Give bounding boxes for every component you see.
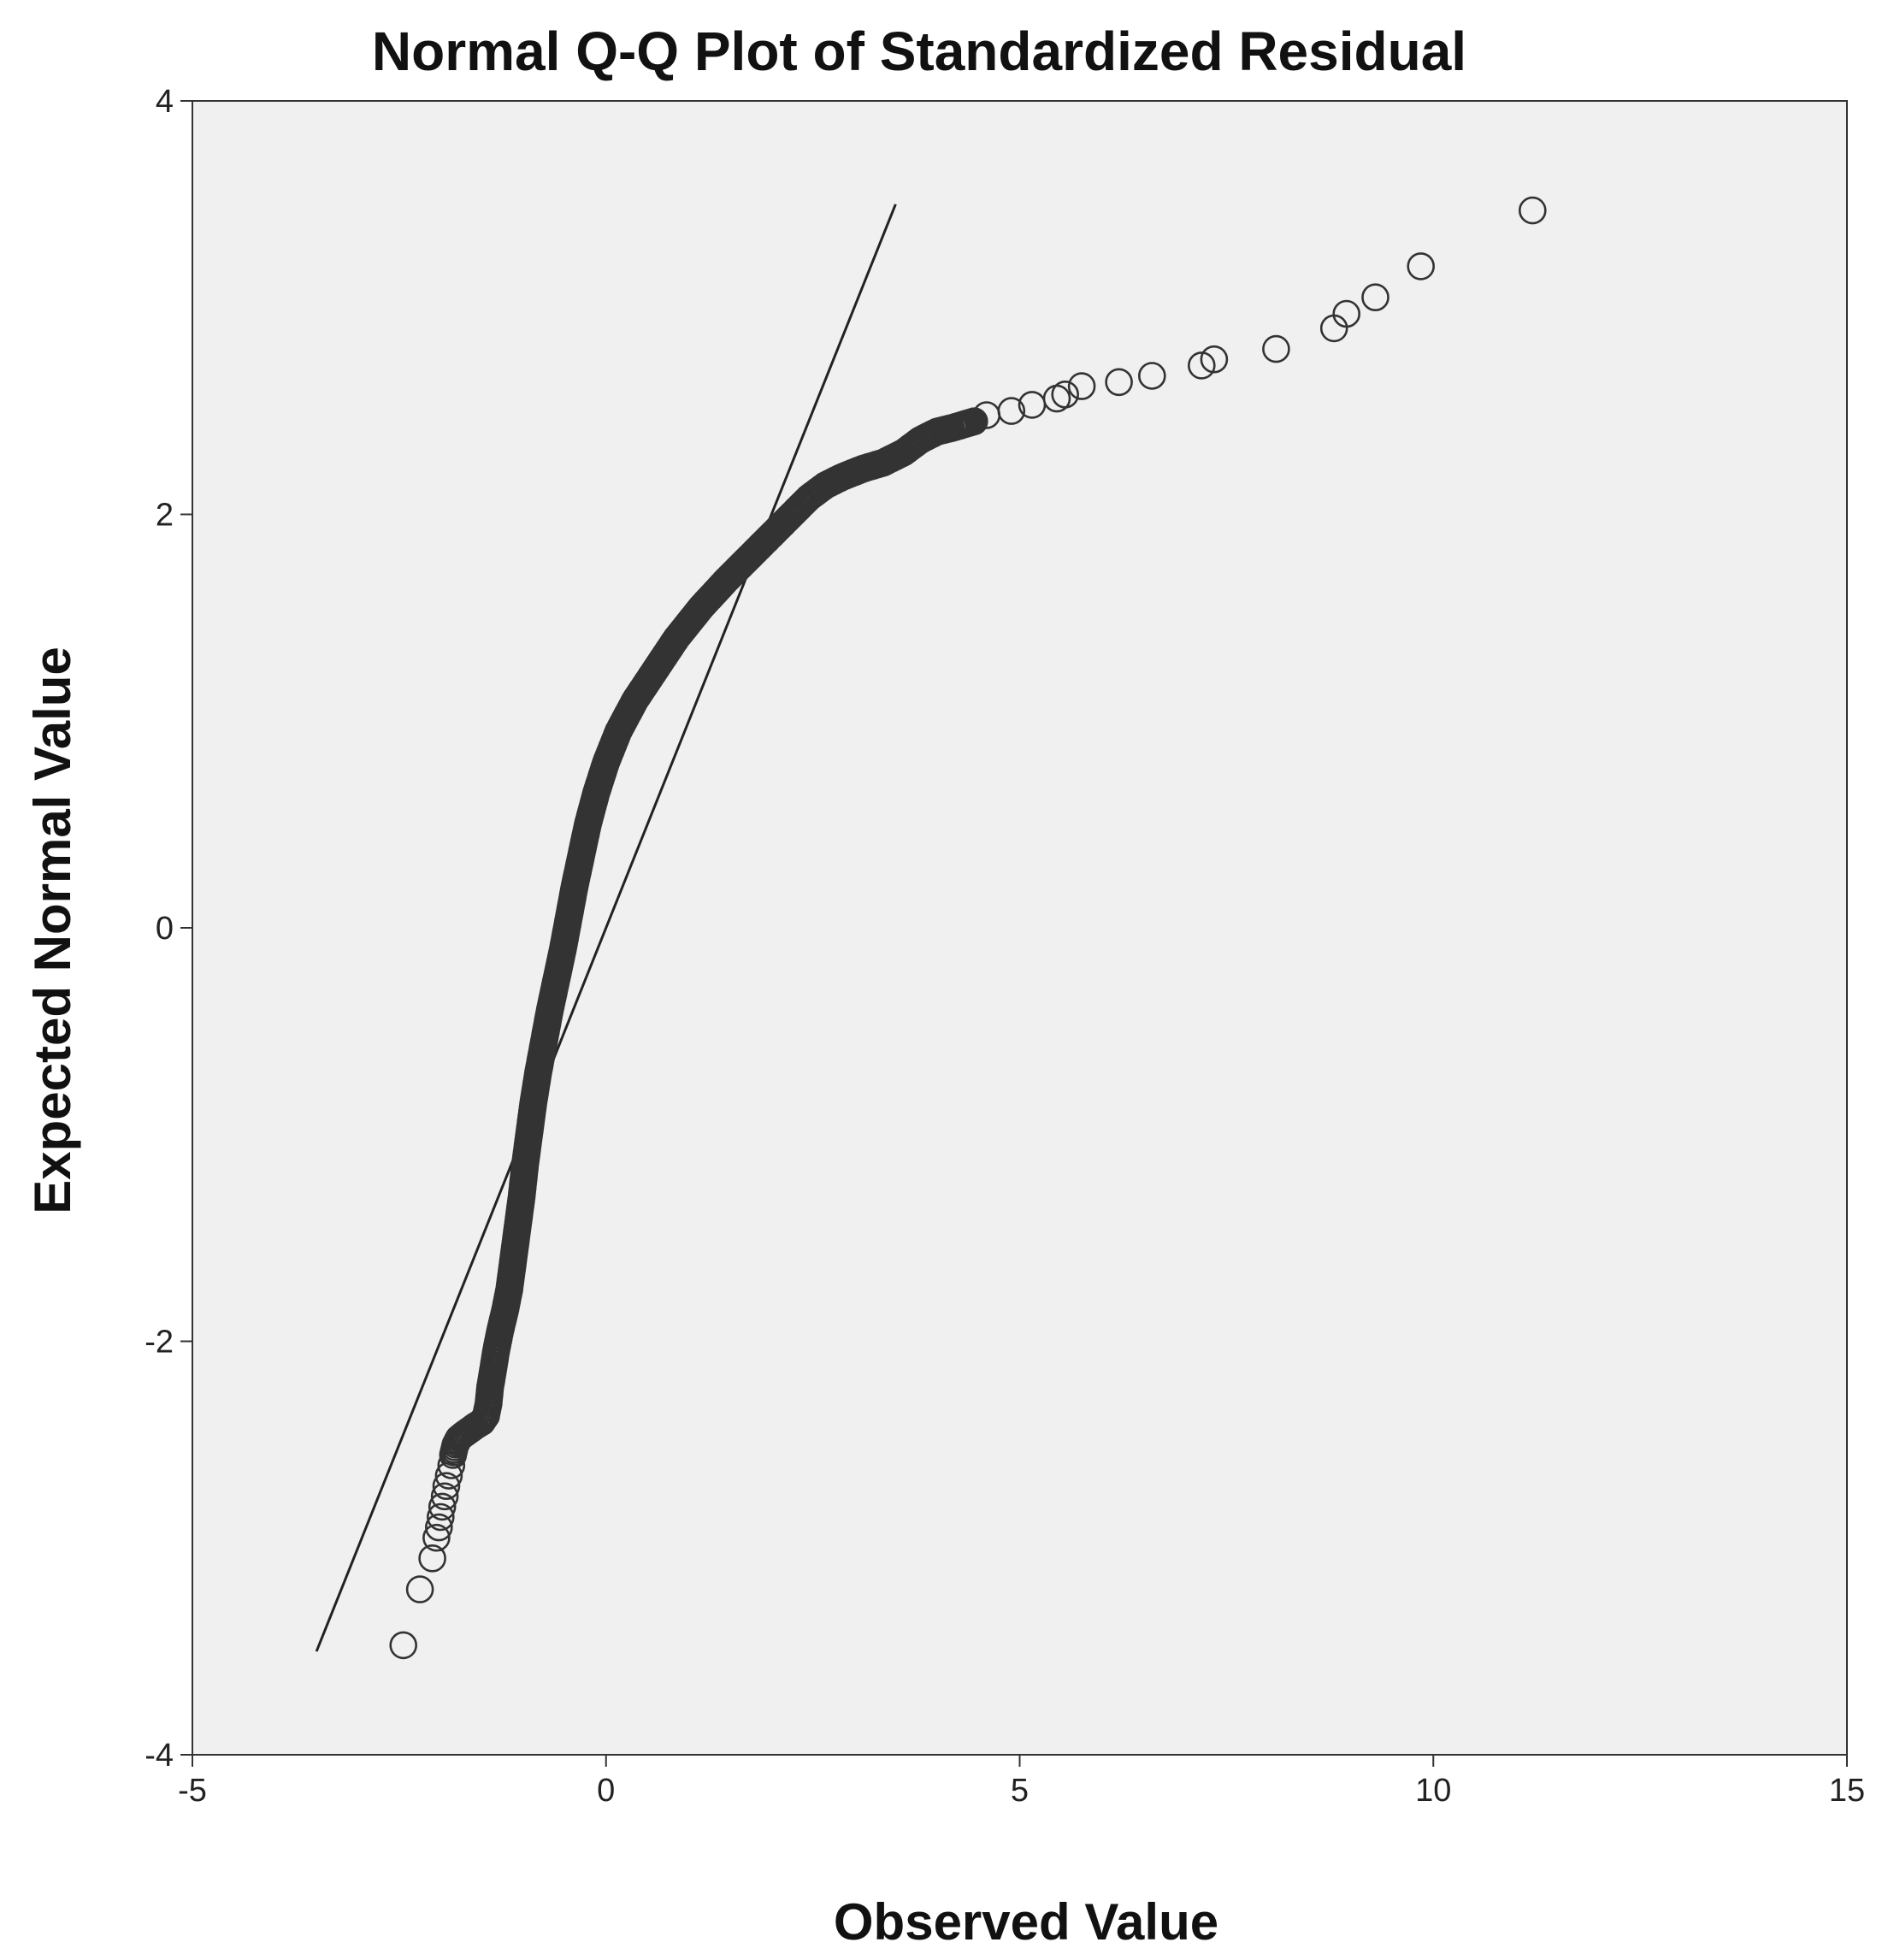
x-tick-label: 10	[1415, 1773, 1451, 1809]
x-tick-label: 5	[1011, 1773, 1029, 1809]
y-tick-label: 0	[156, 911, 174, 947]
reference-line-layer	[315, 204, 897, 1652]
y-tick-label: 4	[156, 84, 174, 120]
x-tick-label: 0	[597, 1773, 615, 1809]
x-tick-label: 15	[1829, 1773, 1865, 1809]
x-tick-label: -5	[178, 1773, 207, 1809]
reference-line	[315, 204, 897, 1652]
x-axis-label: Observed Value	[834, 1893, 1218, 1951]
data-point-band	[389, 196, 1547, 1660]
data-points-layer	[389, 196, 1547, 1660]
axes-layer: -5 0 5 10 15 4 2 0 -2 -4	[145, 84, 1865, 1809]
plot-area	[192, 100, 1848, 1756]
y-tick-label: -2	[145, 1325, 174, 1361]
y-tick-label: 2	[156, 498, 174, 534]
chart-title: Normal Q-Q Plot of Standardized Residual	[372, 21, 1466, 82]
y-tick-label: -4	[145, 1738, 174, 1774]
y-axis-label: Expected Normal Value	[24, 646, 81, 1214]
